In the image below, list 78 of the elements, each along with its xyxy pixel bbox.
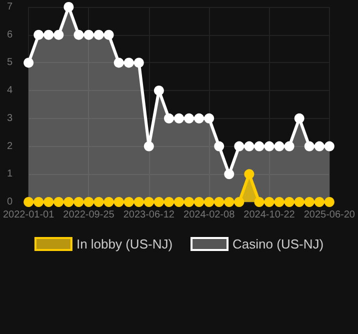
- y-tick-label: 3: [7, 112, 14, 124]
- legend-label: Casino (US-NJ): [232, 236, 324, 252]
- point: [54, 197, 64, 207]
- point: [84, 30, 94, 40]
- point: [134, 197, 144, 207]
- point: [274, 197, 284, 207]
- point: [124, 58, 134, 68]
- point: [44, 30, 54, 40]
- point: [174, 113, 184, 124]
- point: [304, 197, 314, 207]
- point: [164, 197, 174, 207]
- point: [244, 141, 254, 152]
- point: [314, 141, 324, 152]
- x-tick-label: 2022-01-01: [3, 210, 55, 220]
- legend-label: In lobby (US-NJ): [76, 236, 173, 252]
- point: [204, 197, 214, 207]
- point: [154, 86, 164, 96]
- point: [134, 58, 144, 68]
- x-tick-label: 2024-10-22: [244, 210, 296, 220]
- y-tick-label: 5: [7, 57, 14, 68]
- point: [74, 197, 84, 207]
- point: [104, 197, 114, 207]
- point: [204, 113, 214, 124]
- point: [224, 169, 234, 180]
- point: [194, 197, 204, 207]
- point: [154, 197, 164, 207]
- point: [254, 197, 264, 207]
- point: [184, 197, 194, 207]
- point: [24, 197, 34, 207]
- x-tick-label: 2022-09-25: [63, 210, 115, 220]
- y-tick-label: 4: [7, 85, 14, 96]
- point: [254, 141, 264, 152]
- point: [194, 113, 204, 124]
- point: [234, 197, 244, 207]
- point: [294, 197, 304, 207]
- point: [74, 30, 84, 40]
- point: [84, 197, 94, 207]
- point: [244, 169, 254, 180]
- point: [284, 197, 294, 207]
- y-tick-label: 0: [7, 196, 14, 208]
- point: [124, 197, 134, 207]
- x-tick-label: 2025-06-20: [304, 210, 356, 220]
- y-tick-label: 2: [7, 140, 14, 152]
- point: [224, 197, 234, 207]
- point: [284, 141, 294, 152]
- point: [274, 141, 284, 152]
- point: [214, 197, 224, 207]
- point: [164, 113, 174, 124]
- point: [234, 141, 244, 152]
- point: [114, 197, 124, 207]
- point: [104, 30, 114, 40]
- point: [324, 197, 334, 207]
- point: [24, 58, 34, 68]
- point: [264, 197, 274, 207]
- point: [264, 141, 274, 152]
- point: [44, 197, 54, 207]
- point: [34, 30, 44, 40]
- point: [184, 113, 194, 124]
- point: [34, 197, 44, 207]
- x-tick-label: 2023-06-12: [123, 210, 175, 220]
- y-tick-label: 1: [7, 168, 14, 180]
- point: [314, 197, 324, 207]
- point: [54, 30, 64, 40]
- point: [64, 2, 74, 12]
- point: [304, 141, 314, 152]
- y-tick-label: 7: [7, 2, 14, 12]
- y-tick-label: 6: [7, 29, 14, 40]
- point: [114, 58, 124, 68]
- point: [94, 30, 104, 40]
- point: [214, 141, 224, 152]
- point: [324, 141, 334, 152]
- point: [294, 113, 304, 124]
- point: [94, 197, 104, 207]
- x-tick-label: 2024-02-08: [184, 210, 236, 220]
- point: [144, 197, 154, 207]
- point: [64, 197, 74, 207]
- point: [144, 141, 154, 152]
- point: [174, 197, 184, 207]
